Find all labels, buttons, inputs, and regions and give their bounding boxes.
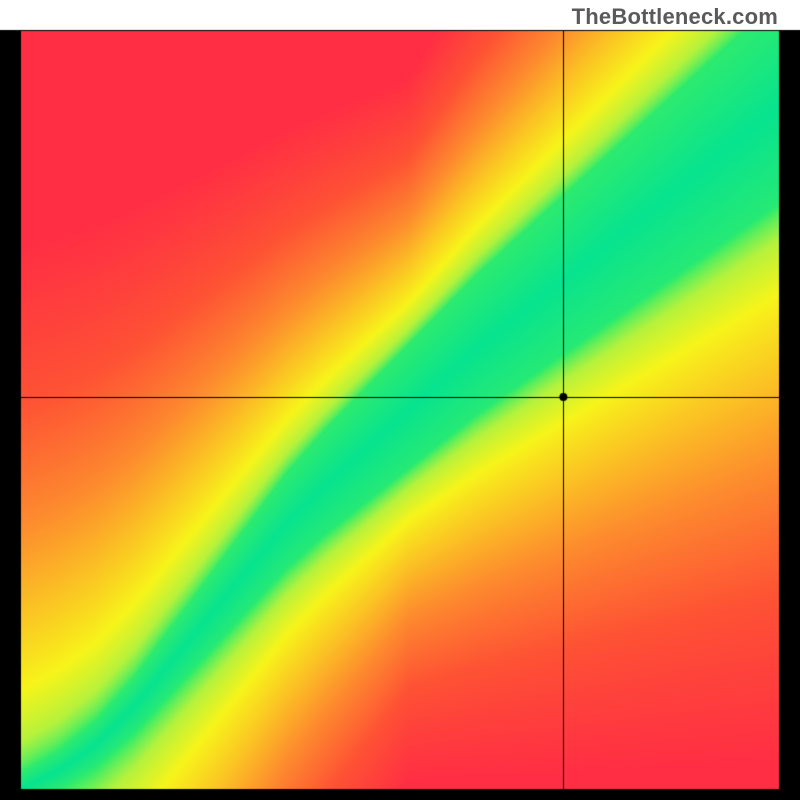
chart-container: TheBottleneck.com: [0, 0, 800, 800]
bottleneck-heatmap: [0, 0, 800, 800]
watermark-text: TheBottleneck.com: [572, 4, 778, 30]
